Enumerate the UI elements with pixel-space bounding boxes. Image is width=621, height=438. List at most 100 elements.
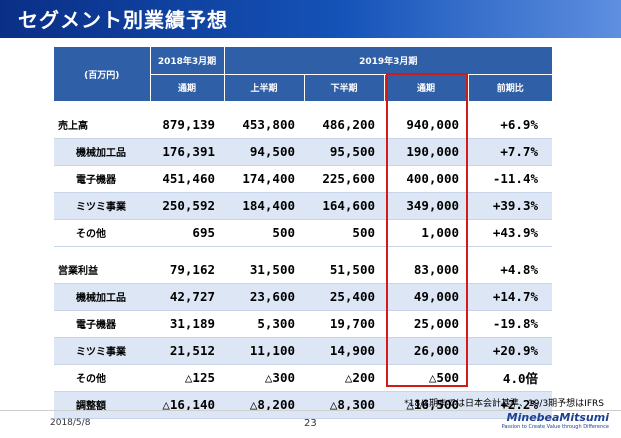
fy2018-value: 176,391 [150,138,224,166]
fy2018-value: 695 [150,219,224,247]
first-half-value: △300 [224,364,304,392]
spacer-cell [54,101,552,111]
fy2019-value: 400,000 [384,165,468,193]
yoy-value: +6.9% [468,111,552,139]
operating-profit-row: 営業利益 79,162 31,500 51,500 83,000 +4.8% [54,256,552,284]
segment-name: 機械加工品 [54,283,150,311]
segment-name: ミツミ事業 [54,192,150,220]
segment-forecast-table: (百万円) 2018年3月期 2019年3月期 通期 上半期 下半期 通期 前期… [54,47,552,419]
title-banner: セグメント別業績予想 [0,0,621,38]
sales-row: 売上高 879,139 453,800 486,200 940,000 +6.9% [54,111,552,139]
first-half-value: 174,400 [224,165,304,193]
second-half-value: 486,200 [304,111,384,139]
footer-divider [0,410,621,411]
fy2019-value: 83,000 [384,256,468,284]
fy2019-value: 26,000 [384,337,468,365]
fy2018-header: 2018年3月期 [149,47,224,75]
first-half-value: 94,500 [224,138,304,166]
spacer-row [54,246,552,256]
first-half-value: 23,600 [224,283,304,311]
fy2019-value: 940,000 [384,111,468,139]
first-half-value: 31,500 [224,256,304,284]
logo-wordmark: MinebeaMitsumi [506,411,609,424]
fy2018-value: 879,139 [150,111,224,139]
fy2018-value: 21,512 [150,337,224,365]
segment-name: 調整額 [54,391,150,419]
segment-name: その他 [54,219,150,247]
yoy-value: +43.9% [468,219,552,247]
segment-name: 電子機器 [54,310,150,338]
fy2018-value: 451,460 [150,165,224,193]
yoy-header: 前期比 [467,74,552,101]
fy2019-value: 25,000 [384,310,468,338]
spacer-cell [54,246,552,256]
fy2018-value: △16,140 [150,391,224,419]
segment-name: 売上高 [54,111,150,139]
operating-profit-row: 電子機器 31,189 5,300 19,700 25,000 -19.8% [54,310,552,338]
fy2019-value: △16,500 [384,391,468,419]
fy2019-value: 349,000 [384,192,468,220]
yoy-value: -19.8% [468,310,552,338]
first-half-value: 184,400 [224,192,304,220]
second-half-header: 下半期 [303,74,384,101]
second-half-value: △8,300 [304,391,384,419]
first-half-value: 11,100 [224,337,304,365]
first-half-value: 453,800 [224,111,304,139]
yoy-value: +14.7% [468,283,552,311]
fy2019-value: 190,000 [384,138,468,166]
fy2018-full-year-header: 通期 [149,74,224,101]
page-number: 23 [304,418,317,429]
second-half-value: 14,900 [304,337,384,365]
footer-date: 2018/5/8 [50,418,91,428]
second-half-value: 51,500 [304,256,384,284]
second-half-value: △200 [304,364,384,392]
second-half-value: 225,600 [304,165,384,193]
segment-name: 電子機器 [54,165,150,193]
segment-name: その他 [54,364,150,392]
unit-label: (百万円) [54,47,150,101]
fy2019-value: △500 [384,364,468,392]
first-half-value: 5,300 [224,310,304,338]
second-half-value: 95,500 [304,138,384,166]
company-logo: MinebeaMitsumi Passion to Create Value t… [502,411,609,430]
fy2018-value: 42,727 [150,283,224,311]
fy2019-header: 2019年3月期 [223,47,552,75]
operating-profit-row: 機械加工品 42,727 23,600 25,400 49,000 +14.7% [54,283,552,311]
operating-profit-row: その他 △125 △300 △200 △500 4.0倍 [54,364,552,392]
header-row-2: 通期 上半期 下半期 通期 前期比 [54,74,552,101]
spacer-row [54,101,552,111]
page-title: セグメント別業績予想 [18,8,228,32]
yoy-value: +4.8% [468,256,552,284]
segment-name: 機械加工品 [54,138,150,166]
yoy-value: -11.4% [468,165,552,193]
sales-row: ミツミ事業 250,592 184,400 164,600 349,000 +39.3% [54,192,552,220]
yoy-value: +2.2% [468,391,552,419]
fy2018-value: △125 [150,364,224,392]
segment-name: ミツミ事業 [54,337,150,365]
first-half-value: △8,200 [224,391,304,419]
yoy-value: +39.3% [468,192,552,220]
operating-profit-row: ミツミ事業 21,512 11,100 14,900 26,000 +20.9% [54,337,552,365]
first-half-value: 500 [224,219,304,247]
second-half-value: 25,400 [304,283,384,311]
fy2019-full-year-header: 通期 [383,74,468,101]
operating-profit-row: 調整額 △16,140 △8,200 △8,300 △16,500 +2.2% [54,391,552,419]
yoy-value: 4.0倍 [468,364,552,392]
fy2019-value: 49,000 [384,283,468,311]
sales-row: その他 695 500 500 1,000 +43.9% [54,219,552,247]
logo-tagline: Passion to Create Value through Differen… [501,424,609,430]
accounting-footnote: *18/3期までは日本会計基準、19/3期予想はIFRS [404,399,604,409]
first-half-header: 上半期 [223,74,304,101]
yoy-value: +20.9% [468,337,552,365]
fy2018-value: 250,592 [150,192,224,220]
second-half-value: 164,600 [304,192,384,220]
fy2019-value: 1,000 [384,219,468,247]
second-half-value: 500 [304,219,384,247]
fy2018-value: 31,189 [150,310,224,338]
fy2018-value: 79,162 [150,256,224,284]
sales-row: 電子機器 451,460 174,400 225,600 400,000 -11.4% [54,165,552,193]
sales-row: 機械加工品 176,391 94,500 95,500 190,000 +7.7% [54,138,552,166]
yoy-value: +7.7% [468,138,552,166]
header-row-1: (百万円) 2018年3月期 2019年3月期 [54,47,552,101]
second-half-value: 19,700 [304,310,384,338]
